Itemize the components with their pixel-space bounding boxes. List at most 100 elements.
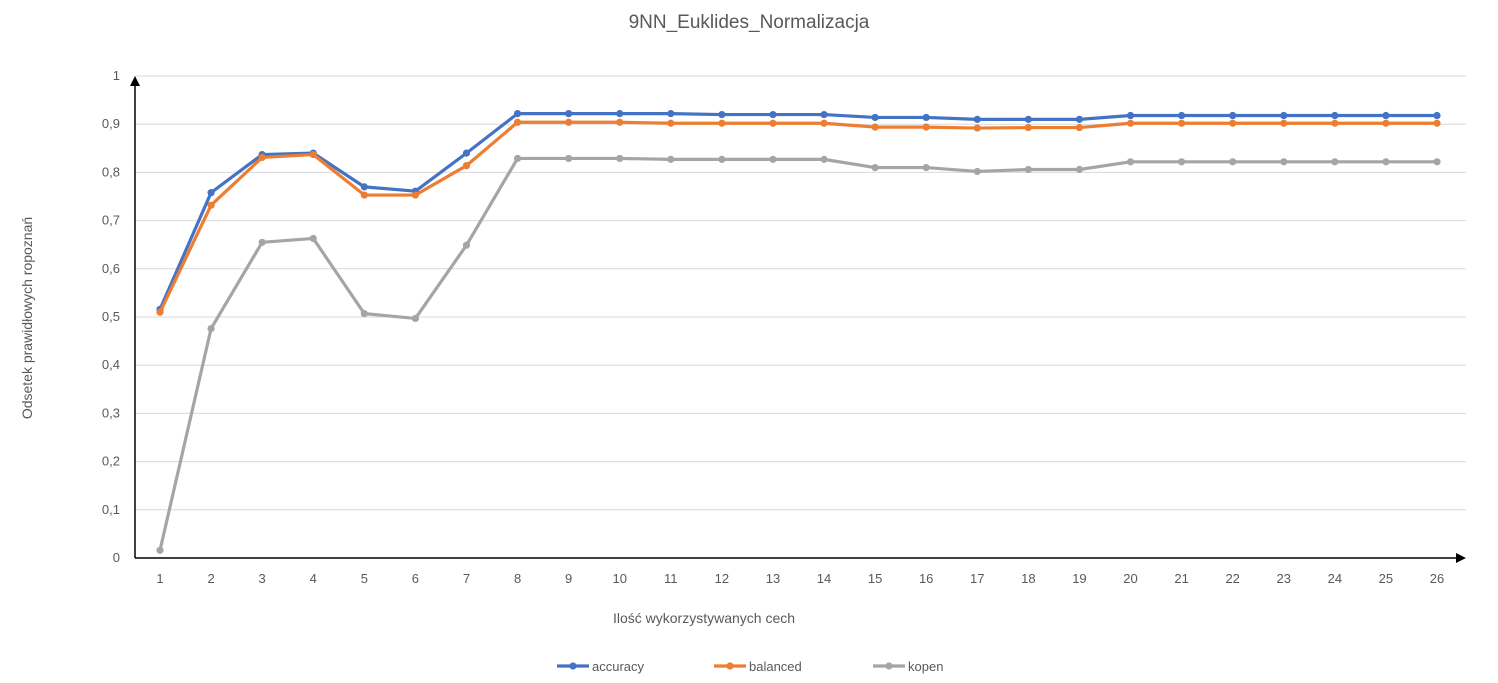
y-axis-arrow [130,76,140,86]
x-tick-label: 16 [919,571,933,586]
data-point [616,118,624,126]
data-point [1126,158,1135,166]
x-tick-label: 11 [664,571,678,586]
y-tick-label: 0,7 [102,213,120,228]
x-tick-label: 10 [612,571,626,586]
legend-item-balanced: balanced [714,659,802,674]
x-tick-label: 15 [868,571,882,586]
x-tick-label: 2 [207,571,214,586]
x-tick-label: 20 [1123,571,1137,586]
data-point [973,167,981,176]
data-point [1280,119,1288,127]
data-point [667,119,675,127]
y-tick-label: 1 [113,68,120,83]
x-tick-label: 4 [310,571,317,586]
data-point [207,189,215,197]
data-point [207,201,215,209]
data-point [922,123,930,131]
data-point [309,150,317,159]
y-tick-label: 0,3 [102,405,120,420]
data-point [1433,111,1441,120]
data-point [513,118,522,126]
x-tick-label: 18 [1021,571,1035,586]
legend-marker [885,662,893,670]
data-point [973,124,981,132]
data-point [258,238,266,246]
data-point [462,241,471,249]
x-tick-label: 19 [1072,571,1086,586]
x-tick-label: 23 [1277,571,1291,586]
series-accuracy [156,109,1441,313]
data-point [360,310,368,318]
data-point [1075,165,1084,174]
y-tick-label: 0,8 [102,164,120,179]
data-point [871,163,879,172]
data-point [871,123,879,131]
y-tick-label: 0,9 [102,116,120,131]
series-kopen [156,154,1441,554]
data-point [1280,111,1288,120]
x-axis-title: Ilość wykorzystywanych cech [613,610,795,626]
data-point [1382,119,1390,127]
data-point [1280,158,1288,166]
data-point [922,163,930,172]
series-balanced [156,118,1441,316]
series-line [158,120,1439,314]
data-point [360,183,368,191]
legend: accuracy balanced kopen [557,659,943,674]
data-point [1024,115,1032,123]
y-tick-labels: 0 0,1 0,2 0,3 0,4 0,5 0,6 0,7 0,8 0,9 1 [102,68,120,565]
y-axis-title: Odsetek prawidłowych ropoznań [19,217,35,419]
x-tick-label: 14 [817,571,831,586]
x-tick-label: 1 [156,571,163,586]
data-point [973,115,981,123]
y-tick-label: 0 [113,550,120,565]
data-point [922,113,930,122]
data-point [820,110,828,119]
data-point [360,191,368,199]
x-tick-label: 7 [463,571,470,586]
x-tick-label: 26 [1430,571,1444,586]
data-point [565,154,573,163]
y-tick-label: 0,6 [102,261,120,276]
x-tick-label: 6 [412,571,419,586]
data-point [1382,158,1390,166]
data-point [616,154,624,163]
data-point [667,109,675,118]
data-point [1331,111,1339,120]
data-point [411,314,419,323]
legend-marker [726,662,734,670]
x-axis-arrow [1456,553,1466,563]
legend-label: accuracy [592,659,645,674]
data-point [769,155,777,163]
data-point [309,234,317,243]
x-tick-label: 22 [1225,571,1239,586]
data-point [616,109,624,118]
data-point [820,155,828,163]
y-tick-label: 0,4 [102,357,120,372]
legend-item-kopen: kopen [873,659,943,674]
data-point [1433,119,1441,127]
data-point [1433,158,1441,166]
data-point [462,149,471,157]
x-tick-label: 5 [361,571,368,586]
data-point [156,546,164,554]
chart-title: 9NN_Euklides_Normalizacja [629,12,870,33]
x-tick-label: 8 [514,571,521,586]
data-point [156,308,164,316]
data-point [1075,123,1084,132]
data-point [820,119,828,127]
x-tick-label: 3 [259,571,266,586]
legend-marker [569,662,577,670]
x-tick-label: 24 [1328,571,1342,586]
x-tick-label: 9 [565,571,572,586]
data-point [769,110,777,119]
data-point [1126,119,1135,127]
data-point [1229,119,1237,127]
axis-layer [130,76,1466,563]
x-tick-labels: 1 2 3 4 5 6 7 8 9 10 11 12 13 14 15 16 17 18 19 20 21 22 23 24 2… [156,571,1444,586]
x-tick-label: 17 [970,571,984,586]
x-tick-label: 21 [1174,571,1188,586]
series-layer [156,109,1441,554]
x-tick-label: 25 [1379,571,1393,586]
